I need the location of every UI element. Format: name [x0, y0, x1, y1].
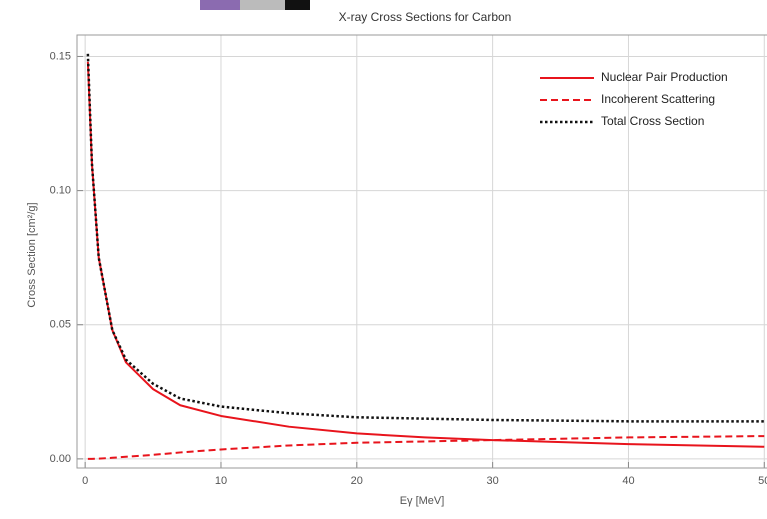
legend: Nuclear Pair Production Incoherent Scatte…: [540, 70, 728, 128]
series-line: [87, 435, 765, 460]
series-line: [86, 53, 765, 423]
y-tick-label: 0.05: [50, 319, 71, 331]
x-tick-label: 50: [758, 475, 767, 487]
x-tick-label: 20: [351, 475, 363, 487]
plot-area: [86, 53, 765, 460]
y-tick-label: 0.00: [50, 453, 71, 465]
legend-label: Nuclear Pair Production: [601, 70, 728, 84]
y-tick-label: 0.15: [50, 50, 71, 62]
x-axis-label: Eγ [MeV]: [400, 495, 445, 507]
decoration: [200, 0, 240, 10]
x-tick-label: 10: [215, 475, 227, 487]
y-tick-label: 0.10: [50, 185, 71, 197]
chart-title: X-ray Cross Sections for Carbon: [339, 10, 512, 24]
y-axis-label: Cross Section [cm²/g]: [26, 202, 38, 307]
x-tick-label: 30: [487, 475, 499, 487]
decoration: [240, 0, 285, 10]
grid: [77, 35, 767, 468]
decoration: [285, 0, 310, 10]
frame: [76, 34, 767, 469]
x-tick-label: 0: [82, 475, 88, 487]
legend-label: Total Cross Section: [601, 114, 704, 128]
x-tick-label: 40: [622, 475, 634, 487]
legend-label: Incoherent Scattering: [601, 92, 715, 106]
